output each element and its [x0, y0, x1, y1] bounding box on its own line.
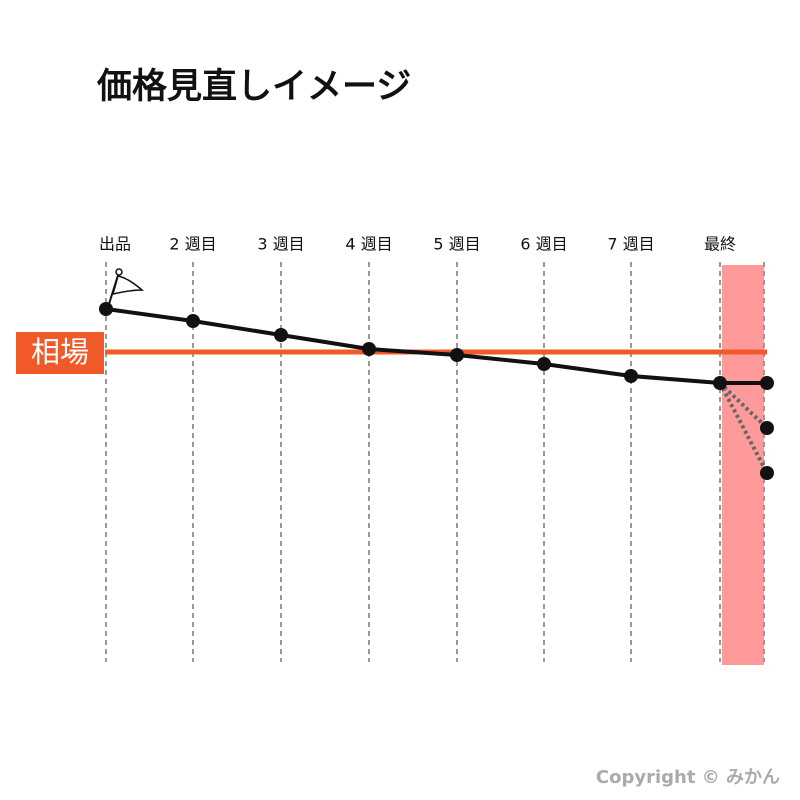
column-label: 4 週目 [345, 235, 392, 254]
column-label: 7 週目 [607, 235, 654, 254]
column-label: 3 週目 [257, 235, 304, 254]
final-highlight [722, 265, 764, 665]
point [537, 357, 551, 371]
market-label-box [16, 332, 104, 374]
column-label: 2 週目 [169, 235, 216, 254]
point [760, 376, 774, 390]
columns: 出品 2 週目 3 週目 4 週目 5 週目 6 週目 7 週目 最終 [99, 235, 765, 662]
price-drop-line [718, 381, 769, 430]
column-label: 6 週目 [520, 235, 567, 254]
point [99, 302, 113, 316]
title: 価格見直しイメージ [96, 67, 411, 107]
column-label: 出品 [99, 235, 131, 254]
market-label: 相場 [31, 335, 89, 369]
flag-top [115, 268, 123, 276]
point [760, 421, 774, 435]
point [186, 314, 200, 328]
column-label: 5 週目 [433, 235, 480, 254]
copyright: Copyright © みかん [596, 767, 780, 788]
point [713, 376, 727, 390]
point [274, 328, 288, 342]
price-drop-line [718, 382, 769, 474]
flag-cloth [111, 275, 145, 296]
point [624, 369, 638, 383]
point [362, 342, 376, 356]
flag [108, 268, 145, 305]
point [760, 466, 774, 480]
price-points [99, 302, 774, 480]
column-label: 最終 [704, 235, 736, 254]
point [450, 348, 464, 362]
